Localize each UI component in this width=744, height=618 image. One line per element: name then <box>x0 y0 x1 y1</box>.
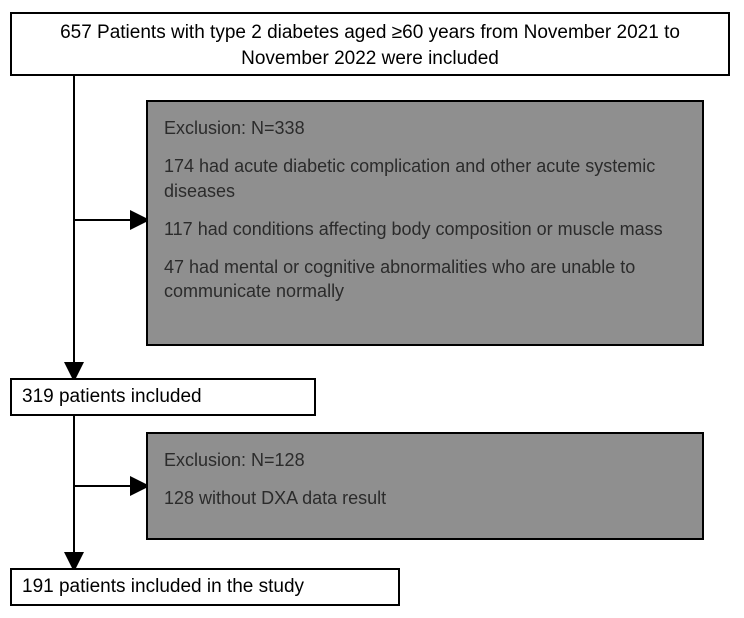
exclusion1-item1: 174 had acute diabetic complication and … <box>164 154 686 203</box>
node-exclusion1: Exclusion: N=338 174 had acute diabetic … <box>146 100 704 346</box>
node-final-text: 191 patients included in the study <box>22 574 304 600</box>
node-mid: 319 patients included <box>10 378 316 416</box>
exclusion2-item1: 128 without DXA data result <box>164 486 686 510</box>
node-initial: 657 Patients with type 2 diabetes aged ≥… <box>10 12 730 76</box>
flowchart-canvas: 657 Patients with type 2 diabetes aged ≥… <box>0 0 744 618</box>
node-initial-line1: 657 Patients with type 2 diabetes aged ≥… <box>22 20 718 46</box>
exclusion1-title: Exclusion: N=338 <box>164 116 686 140</box>
exclusion2-title: Exclusion: N=128 <box>164 448 686 472</box>
node-exclusion2: Exclusion: N=128 128 without DXA data re… <box>146 432 704 540</box>
exclusion1-item3: 47 had mental or cognitive abnormalities… <box>164 255 686 304</box>
node-final: 191 patients included in the study <box>10 568 400 606</box>
node-mid-text: 319 patients included <box>22 384 202 410</box>
node-initial-line2: November 2022 were included <box>22 46 718 72</box>
exclusion1-item2: 117 had conditions affecting body compos… <box>164 217 686 241</box>
